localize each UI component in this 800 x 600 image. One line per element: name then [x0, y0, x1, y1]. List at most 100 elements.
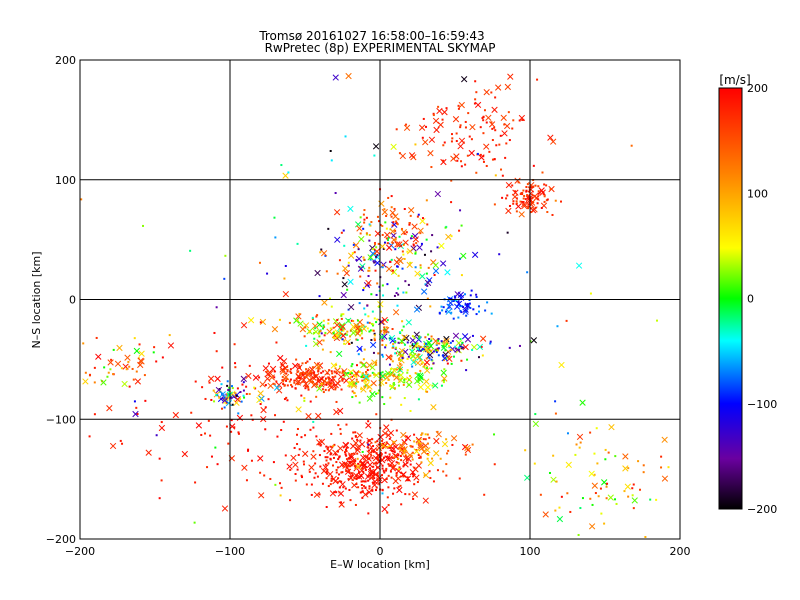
data-point-dot	[303, 376, 306, 379]
data-point-cross	[234, 396, 241, 403]
data-point-dot	[419, 264, 422, 267]
colorbar-tick-label: 100	[747, 187, 768, 200]
data-point-dot	[363, 385, 366, 388]
data-point-dot	[369, 329, 372, 332]
data-point-dot	[330, 159, 333, 162]
data-point-dot	[382, 294, 385, 297]
data-point-dot	[428, 356, 431, 359]
data-point-dot	[389, 368, 392, 371]
data-point-dot	[401, 227, 404, 230]
data-point-dot	[394, 347, 397, 350]
data-point-dot	[361, 487, 364, 490]
data-point-dot	[373, 317, 376, 320]
data-point-dot	[642, 464, 645, 467]
data-point-cross	[386, 455, 394, 462]
data-point-dot	[273, 370, 276, 373]
data-point-dot	[242, 389, 245, 392]
data-point-dot	[383, 471, 386, 474]
data-point-dot	[311, 317, 314, 320]
data-point-dot	[305, 368, 308, 371]
data-point-dot	[276, 435, 279, 438]
data-point-dot	[296, 319, 299, 322]
data-point-dot	[301, 380, 304, 383]
data-point-dot	[319, 465, 322, 468]
data-point-dot	[396, 223, 399, 226]
data-point-cross	[327, 470, 334, 478]
data-point-cross	[369, 390, 376, 398]
data-point-dot	[350, 472, 353, 475]
data-point-dot	[447, 449, 450, 452]
data-point-dot	[338, 473, 341, 476]
data-point-dot	[385, 215, 388, 218]
data-point-dot	[351, 252, 354, 255]
data-point-dot	[372, 329, 375, 332]
data-point-dot	[398, 368, 401, 371]
data-point-dot	[525, 189, 528, 192]
data-point-dot	[119, 439, 122, 442]
data-point-dot	[332, 326, 335, 329]
data-point-cross	[372, 143, 380, 150]
data-point-cross	[395, 475, 402, 482]
data-point-dot	[397, 274, 400, 277]
data-point-dot	[381, 343, 384, 346]
data-point-dot	[476, 152, 479, 155]
data-point-dot	[367, 446, 370, 449]
data-point-dot	[313, 332, 316, 335]
data-point-dot	[371, 489, 374, 492]
data-point-dot	[204, 432, 207, 435]
data-point-dot	[359, 460, 362, 463]
data-point-dot	[424, 438, 427, 441]
data-point-dot	[369, 374, 372, 377]
data-point-dot	[362, 289, 365, 292]
data-point-dot	[518, 344, 521, 347]
data-point-cross	[443, 337, 450, 345]
data-point-dot	[286, 377, 289, 380]
data-point-dot	[404, 280, 407, 283]
data-point-dot	[380, 330, 383, 333]
data-point-dot	[365, 370, 368, 373]
data-point-dot	[233, 426, 236, 429]
data-point-dot	[524, 449, 527, 452]
data-point-dot	[381, 371, 384, 374]
data-point-cross	[302, 450, 309, 457]
data-point-cross	[375, 444, 383, 452]
data-point-dot	[362, 213, 365, 216]
data-point-dot	[391, 241, 394, 244]
data-point-cross	[385, 265, 393, 273]
data-point-cross	[124, 354, 131, 361]
data-point-dot	[375, 452, 378, 455]
data-point-dot	[225, 425, 228, 428]
data-point-dot	[328, 369, 331, 372]
data-point-dot	[627, 467, 630, 470]
data-point-dot	[358, 401, 361, 404]
data-point-cross	[531, 206, 538, 213]
data-point-dot	[392, 345, 395, 348]
data-point-cross	[342, 265, 349, 272]
data-point-cross	[315, 412, 322, 420]
data-point-dot	[234, 366, 237, 369]
data-point-cross	[388, 334, 396, 342]
data-point-dot	[423, 342, 426, 345]
data-point-dot	[399, 363, 402, 366]
data-point-cross	[308, 464, 315, 471]
data-point-dot	[445, 107, 448, 110]
data-point-dot	[505, 197, 508, 200]
chart-subtitle: RwPretec (8p) EXPERIMENTAL SKYMAP	[265, 41, 496, 55]
data-point-dot	[318, 384, 321, 387]
data-point-dot	[417, 344, 420, 347]
data-point-cross	[423, 378, 430, 385]
data-point-cross	[316, 321, 323, 328]
data-point-cross	[622, 465, 629, 472]
data-point-dot	[508, 346, 511, 349]
data-point-cross	[271, 326, 279, 333]
data-point-dot	[322, 324, 325, 327]
data-point-dot	[365, 216, 368, 219]
data-point-dot	[526, 183, 529, 186]
data-point-cross	[385, 244, 393, 251]
data-point-dot	[342, 229, 345, 232]
data-point-cross	[479, 335, 487, 342]
data-point-dot	[506, 231, 509, 234]
data-point-cross	[334, 321, 341, 329]
data-point-cross	[346, 380, 354, 387]
